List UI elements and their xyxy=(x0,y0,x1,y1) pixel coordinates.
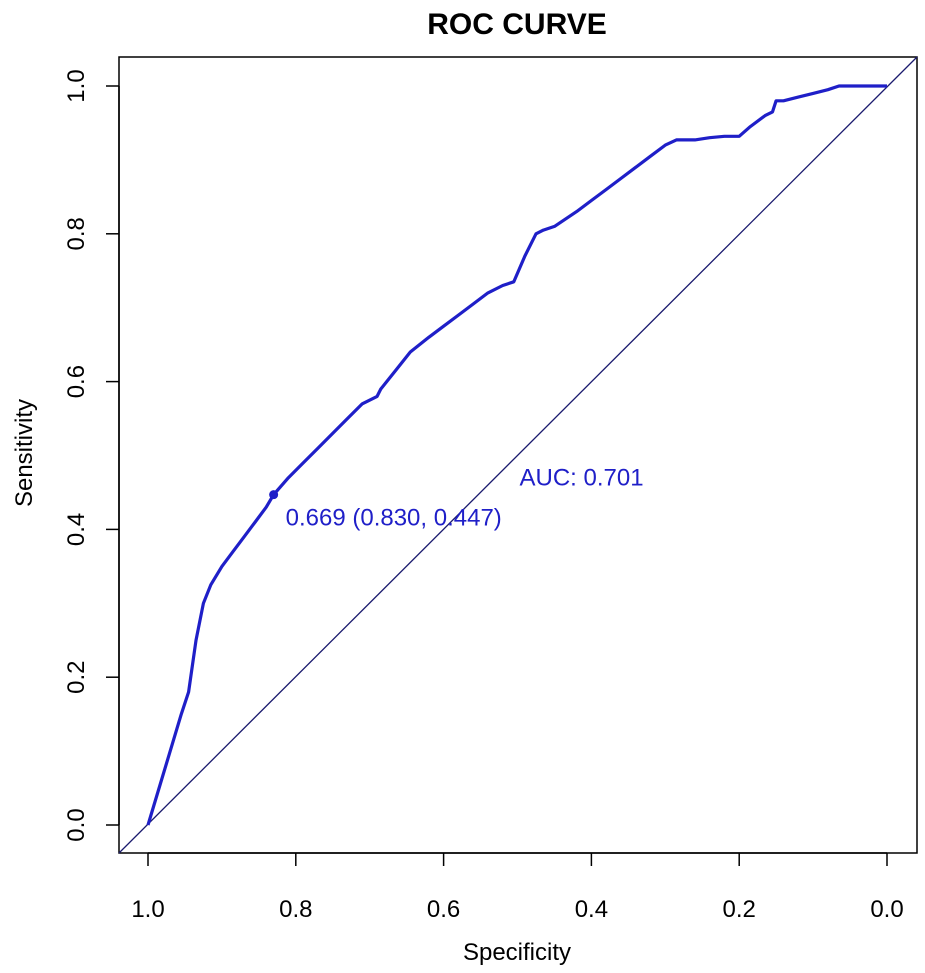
y-axis: 0.0 0.2 0.4 0.6 0.8 1.0 xyxy=(63,69,120,842)
y-tick-label: 0.2 xyxy=(63,661,90,694)
y-tick-label: 0.4 xyxy=(63,513,90,546)
chart-title: ROC CURVE xyxy=(427,8,606,41)
x-tick-label: 0.0 xyxy=(870,896,903,923)
threshold-label: 0.669 (0.830, 0.447) xyxy=(286,505,502,532)
x-axis-label: Specificity xyxy=(463,939,571,966)
y-axis-label: Sensitivity xyxy=(11,399,38,507)
roc-curve-line xyxy=(146,84,887,826)
y-tick-label: 0.0 xyxy=(63,808,90,841)
x-tick-label: 0.6 xyxy=(427,896,460,923)
x-tick-label: 0.8 xyxy=(279,896,312,923)
y-tick-label: 0.8 xyxy=(63,217,90,250)
reference-diagonal xyxy=(118,56,918,854)
x-tick-label: 1.0 xyxy=(131,896,164,923)
threshold-point xyxy=(269,490,279,500)
auc-label: AUC: 0.701 xyxy=(520,465,644,492)
x-tick-label: 0.4 xyxy=(575,896,608,923)
x-tick-label: 0.2 xyxy=(723,896,756,923)
y-tick-label: 1.0 xyxy=(63,69,90,102)
y-tick-label: 0.6 xyxy=(63,365,90,398)
x-axis: 1.0 0.8 0.6 0.4 0.2 0.0 xyxy=(131,852,904,923)
